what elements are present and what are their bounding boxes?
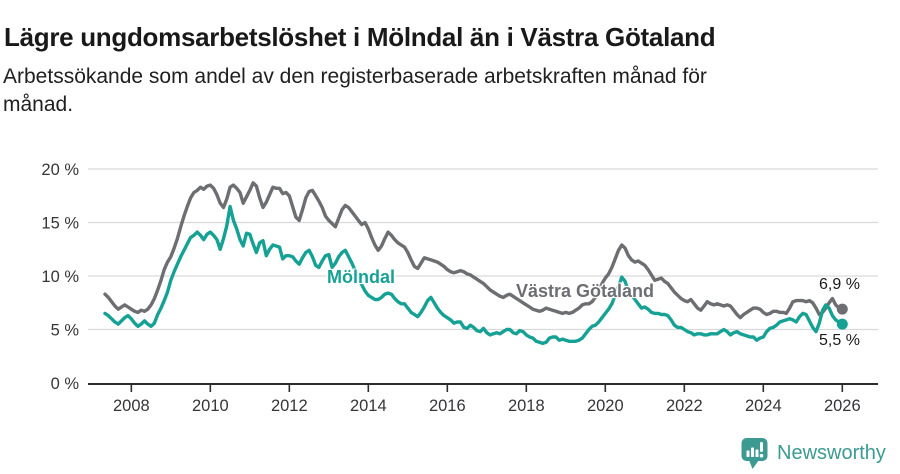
series-label-molndal: Mölndal [327,267,395,287]
y-axis-tick-label: 15 % [41,215,79,233]
series-line-molndal [103,204,844,346]
series-line-vastra-gotaland [103,181,844,320]
y-axis-tick-label: 20 % [41,161,79,179]
x-axis-tick-label: 2018 [508,397,545,415]
y-axis-tick-label: 10 % [41,268,79,286]
x-axis-tick-label: 2014 [350,397,387,415]
brand-name: Newsworthy [777,442,886,464]
x-axis-tick-label: 2008 [113,397,150,415]
y-axis-tick-label: 0 % [51,375,80,393]
chart-subtitle: Arbetssökande som andel av den registerb… [3,63,863,119]
page-title: Lägre ungdomsarbetslöshet i Mölndal än i… [4,22,716,53]
series-end-dot-vastra-gotaland [836,303,848,315]
subtitle-line-2: månad. [3,93,74,116]
end-value-label-vastra-gotaland: 6,9 % [819,276,860,293]
x-axis-tick-label: 2022 [666,397,703,415]
x-axis-tick-label: 2010 [192,397,229,415]
x-axis-tick-label: 2012 [271,397,308,415]
series-label-vastra-gotaland: Västra Götaland [516,281,655,301]
x-axis-tick-label: 2024 [745,397,782,415]
bar-chart-speech-bubble-icon [741,438,768,469]
x-axis-tick-label: 2016 [429,397,466,415]
x-axis-tick-label: 2026 [824,397,861,415]
x-axis-tick-label: 2020 [587,397,624,415]
subtitle-line-1: Arbetssökande som andel av den registerb… [3,65,707,88]
series-end-dot-molndal [836,318,848,330]
end-value-label-molndal: 5,5 % [819,332,860,349]
newsworthy-logo[interactable]: Newsworthy [740,437,886,470]
y-axis-tick-label: 5 % [51,322,80,340]
